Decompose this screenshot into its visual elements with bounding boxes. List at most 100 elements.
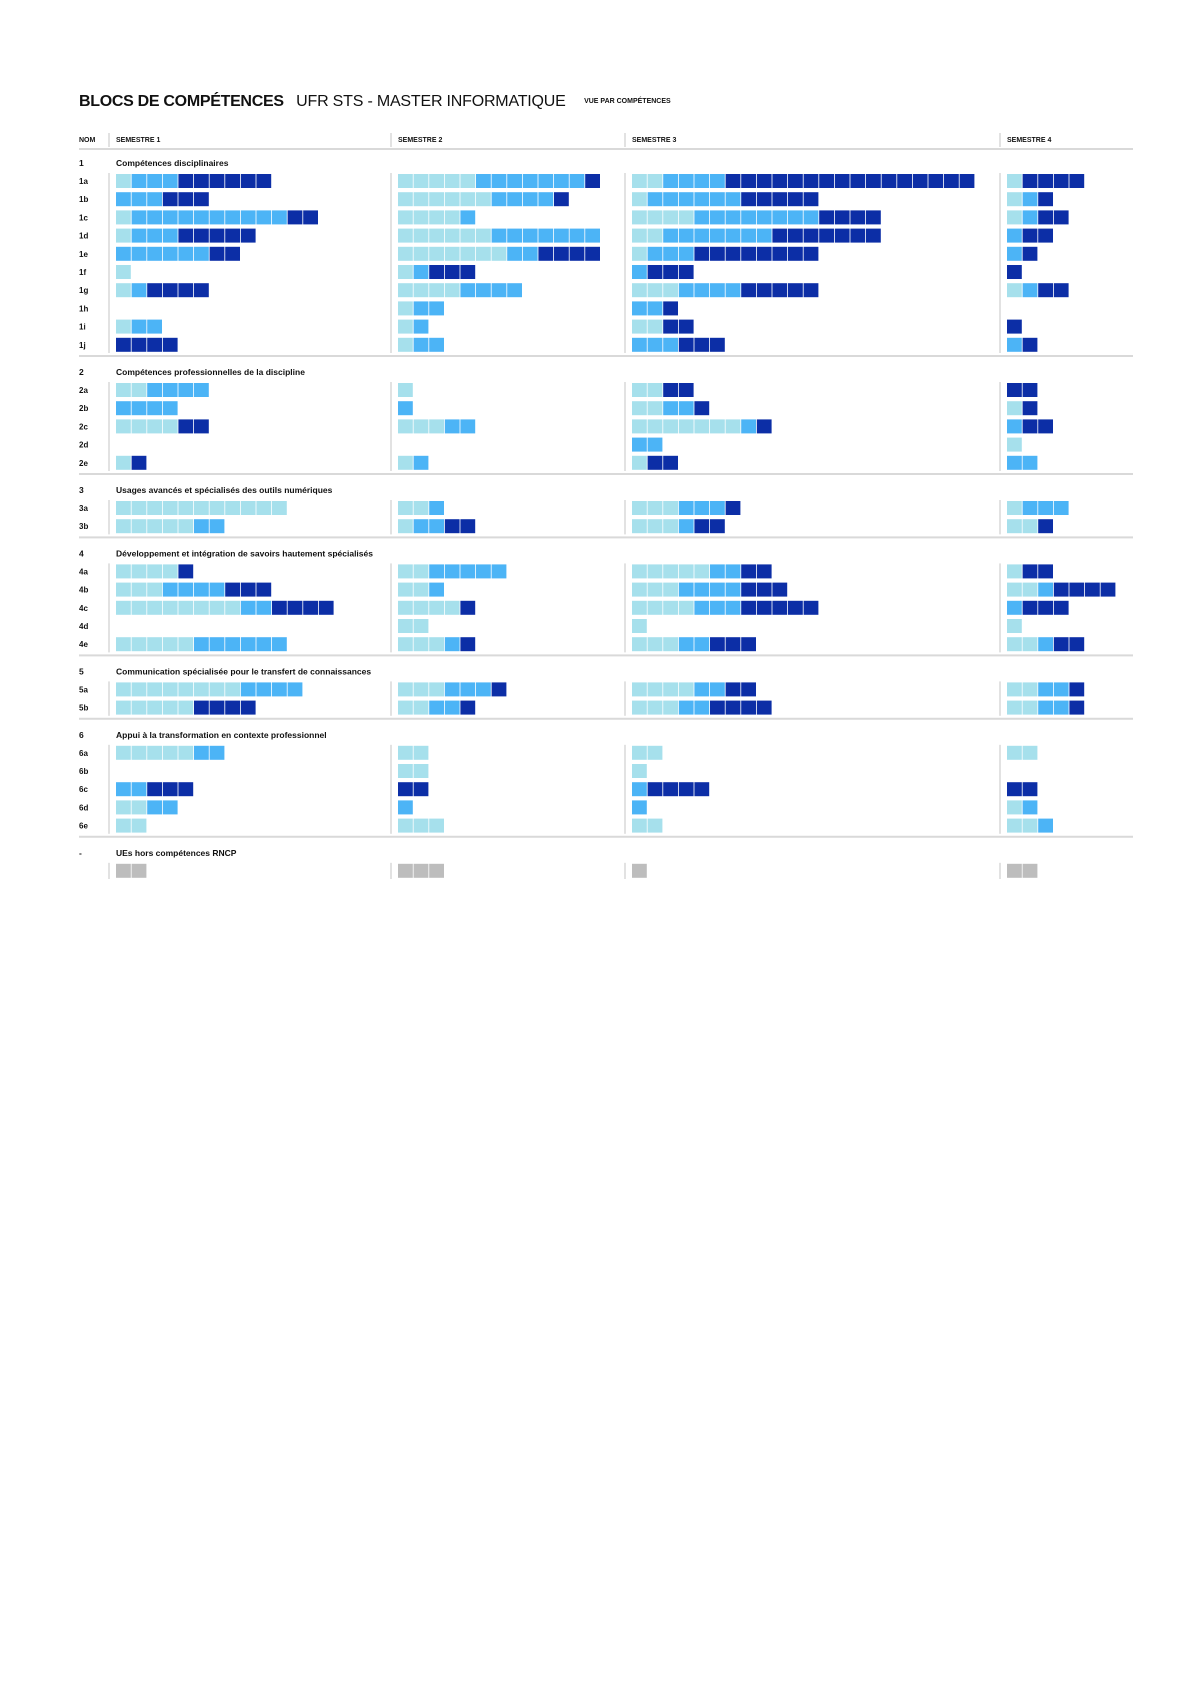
bar-unit-level-2 [710, 174, 725, 188]
row-code: 6e [79, 822, 88, 831]
bar-unit-level-3 [756, 174, 772, 188]
bar-unit-level-1 [398, 564, 413, 579]
bar-unit-level-2 [1038, 700, 1053, 715]
bar-unit-level-1 [116, 582, 131, 597]
bar-unit-level-1 [116, 637, 131, 652]
bar-unit-level-2 [522, 192, 538, 207]
bar-unit-level-2 [538, 228, 554, 243]
bar-unit-level-1 [710, 419, 725, 434]
bar-unit-level-1 [116, 455, 131, 470]
bar-unit-level-2 [398, 401, 413, 416]
bar-unit-level-2 [507, 283, 522, 298]
bar-unit-level-1 [1022, 818, 1038, 833]
bar-unit-level-1 [678, 682, 694, 697]
bar-unit-level-3 [756, 419, 772, 434]
bar-unit-level-1 [429, 818, 444, 833]
block-code: 2 [79, 367, 84, 377]
bar-unit-level-1 [429, 192, 444, 207]
bar-unit-level-1 [178, 682, 194, 697]
bar-unit-level-3 [788, 246, 803, 261]
bar-unit-level-1 [147, 582, 162, 597]
bar-unit-level-2 [1053, 501, 1069, 515]
bar-unit-level-3 [819, 210, 834, 225]
bar-unit-level-1 [178, 501, 194, 515]
bar-unit-level-2 [147, 192, 162, 207]
bar-unit-level-2 [491, 174, 507, 188]
bar-unit-level-3 [256, 582, 272, 597]
row-code: 6b [79, 767, 88, 776]
bar-unit-level-3 [741, 192, 756, 207]
bar-unit-level-2 [460, 210, 476, 225]
bar-unit-level-3 [240, 700, 256, 715]
bar-unit-level-1 [131, 818, 147, 833]
bar-unit-level-2 [725, 564, 741, 579]
bar-unit-level-3 [647, 782, 663, 797]
bar-unit-level-1 [429, 637, 444, 652]
bar-unit-level-2 [507, 228, 522, 243]
bar-unit-level-2 [476, 682, 491, 697]
bar-unit-level-2 [678, 228, 694, 243]
bar-unit-level-2 [554, 174, 569, 188]
bar-unit-level-3 [850, 210, 866, 225]
out-of-scope-unit [116, 863, 131, 878]
bar-unit-level-2 [444, 637, 460, 652]
out-of-scope-unit [1007, 863, 1022, 878]
column-header-semester-2: SEMESTRE 2 [398, 137, 442, 144]
bar-unit-level-3 [694, 401, 710, 416]
bar-unit-level-3 [710, 637, 725, 652]
bar-unit-level-3 [287, 600, 303, 615]
bar-unit-level-1 [116, 283, 131, 298]
bar-unit-level-2 [256, 600, 272, 615]
bar-unit-level-2 [131, 228, 147, 243]
bar-unit-level-1 [147, 501, 162, 515]
bar-unit-level-1 [444, 192, 460, 207]
bar-unit-level-3 [1022, 564, 1038, 579]
bar-unit-level-2 [429, 519, 444, 534]
bar-unit-level-3 [756, 600, 772, 615]
bar-unit-level-1 [413, 764, 429, 778]
bar-unit-level-2 [647, 246, 663, 261]
bar-unit-level-2 [663, 174, 678, 188]
bar-unit-level-1 [398, 745, 413, 760]
bar-unit-level-2 [194, 246, 209, 261]
bar-unit-level-1 [647, 419, 663, 434]
bar-unit-level-3 [1038, 228, 1053, 243]
bar-unit-level-2 [710, 192, 725, 207]
bar-unit-level-2 [147, 210, 162, 225]
bar-unit-level-3 [147, 337, 162, 352]
bar-unit-level-3 [803, 192, 819, 207]
bar-unit-level-2 [272, 210, 287, 225]
bar-unit-level-1 [398, 600, 413, 615]
bar-unit-level-2 [647, 192, 663, 207]
bar-unit-level-2 [678, 283, 694, 298]
bar-unit-level-2 [1007, 246, 1022, 261]
bar-unit-level-3 [1069, 700, 1085, 715]
bar-unit-level-2 [507, 192, 522, 207]
bar-unit-level-2 [1022, 210, 1038, 225]
bar-unit-level-2 [678, 519, 694, 534]
bar-unit-level-1 [663, 600, 678, 615]
bar-unit-level-3 [444, 519, 460, 534]
bar-unit-level-2 [678, 700, 694, 715]
bar-unit-level-2 [256, 637, 272, 652]
bar-unit-level-2 [429, 564, 444, 579]
bar-unit-level-3 [725, 174, 741, 188]
bar-unit-level-2 [209, 745, 225, 760]
bar-unit-level-1 [647, 283, 663, 298]
bar-unit-level-2 [225, 210, 240, 225]
bar-unit-level-3 [287, 210, 303, 225]
bar-unit-level-3 [538, 246, 554, 261]
bar-unit-level-1 [632, 283, 647, 298]
bar-unit-level-3 [240, 582, 256, 597]
bar-unit-level-3 [772, 174, 788, 188]
bar-unit-level-1 [647, 519, 663, 534]
bar-unit-level-1 [647, 210, 663, 225]
bar-unit-level-1 [647, 501, 663, 515]
bar-unit-level-3 [444, 265, 460, 279]
bar-unit-level-2 [491, 228, 507, 243]
bar-unit-level-3 [663, 265, 678, 279]
bar-unit-level-2 [178, 210, 194, 225]
bar-unit-level-2 [710, 600, 725, 615]
bar-unit-level-3 [741, 564, 756, 579]
bar-unit-level-2 [694, 600, 710, 615]
